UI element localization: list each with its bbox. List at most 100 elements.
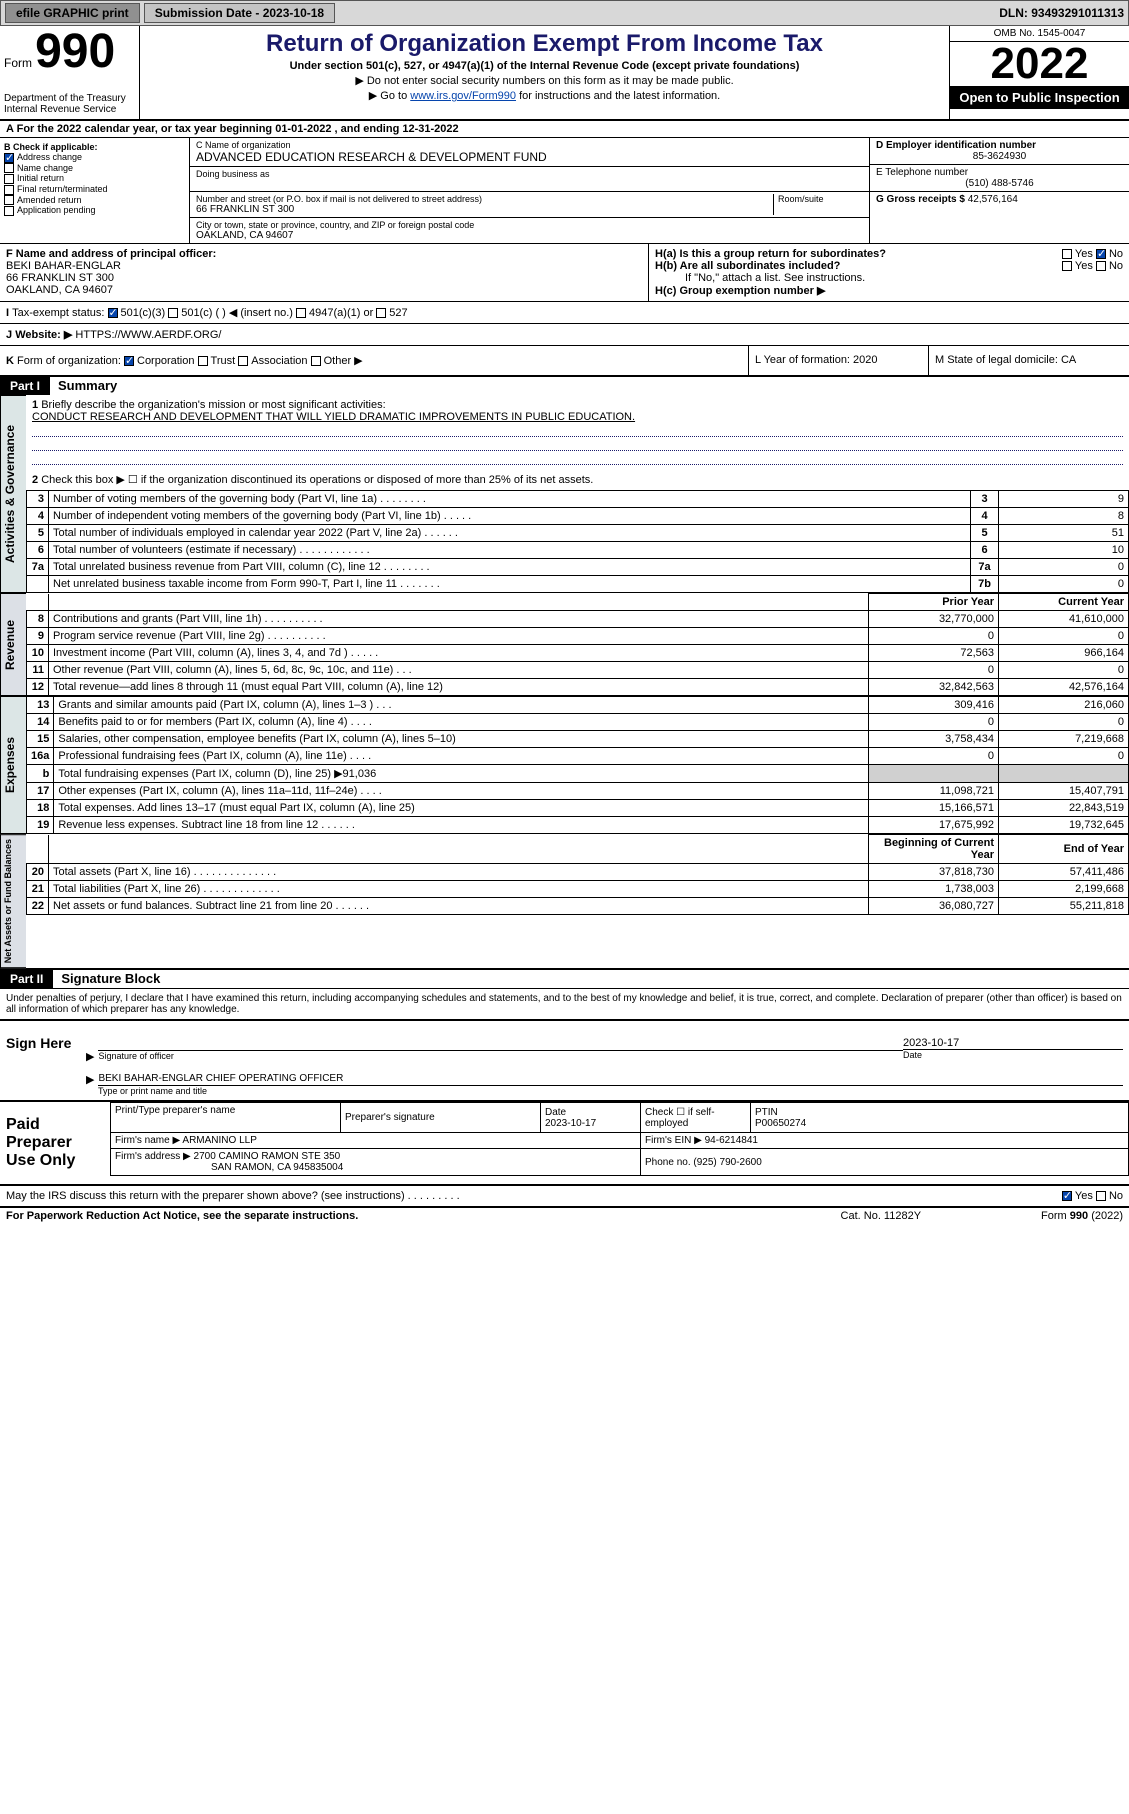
cat-no: Cat. No. 11282Y	[841, 1210, 922, 1222]
website-url: HTTPS://WWW.AERDF.ORG/	[75, 329, 221, 341]
trust-checkbox[interactable]	[198, 356, 208, 366]
table-row: 4Number of independent voting members of…	[27, 508, 1129, 525]
net-assets-table: Beginning of Current YearEnd of Year20To…	[26, 834, 1129, 915]
irs-yes-checkbox[interactable]	[1062, 1191, 1072, 1201]
form-footer: Form 990 (2022)	[1041, 1210, 1123, 1222]
table-row: 18Total expenses. Add lines 13–17 (must …	[27, 800, 1129, 817]
final-return-checkbox[interactable]	[4, 185, 14, 195]
table-row: 17Other expenses (Part IX, column (A), l…	[27, 783, 1129, 800]
paperwork-notice: For Paperwork Reduction Act Notice, see …	[6, 1210, 358, 1222]
addr-change-checkbox[interactable]	[4, 153, 14, 163]
table-row: 22Net assets or fund balances. Subtract …	[27, 898, 1129, 915]
section-f-officer: F Name and address of principal officer:…	[0, 244, 649, 301]
section-b-checkboxes: B Check if applicable: Address change Na…	[0, 138, 190, 243]
expenses-label: Expenses	[0, 696, 26, 834]
irs-no-checkbox[interactable]	[1096, 1191, 1106, 1201]
table-row: 21Total liabilities (Part X, line 26) . …	[27, 881, 1129, 898]
org-name: ADVANCED EDUCATION RESEARCH & DEVELOPMEN…	[196, 150, 863, 164]
part1-header: Part ISummary	[0, 377, 1129, 395]
table-row: 10Investment income (Part VIII, column (…	[27, 645, 1129, 662]
phone: (510) 488-5746	[876, 178, 1123, 189]
sub-no-checkbox[interactable]	[1096, 261, 1106, 271]
dept-treasury: Department of the Treasury	[4, 93, 135, 104]
table-row: 15Salaries, other compensation, employee…	[27, 731, 1129, 748]
table-row: 14Benefits paid to or for members (Part …	[27, 714, 1129, 731]
org-city: OAKLAND, CA 94607	[196, 230, 863, 241]
other-checkbox[interactable]	[311, 356, 321, 366]
org-street: 66 FRANKLIN ST 300	[196, 204, 773, 215]
table-row: 12Total revenue—add lines 8 through 11 (…	[27, 679, 1129, 696]
line-j-website: J Website: ▶ HTTPS://WWW.AERDF.ORG/	[0, 324, 1129, 346]
efile-print-button[interactable]: efile GRAPHIC print	[5, 3, 140, 23]
table-row: Net unrelated business taxable income fr…	[27, 576, 1129, 593]
part2-header: Part IISignature Block	[0, 970, 1129, 988]
table-row: 3Number of voting members of the governi…	[27, 491, 1129, 508]
sign-here-block: Sign Here 2023-10-17 ▶ Signature of offi…	[0, 1019, 1129, 1102]
officer-name: BEKI BAHAR-ENGLAR	[6, 260, 642, 272]
officer-name-title: BEKI BAHAR-ENGLAR CHIEF OPERATING OFFICE…	[98, 1073, 1123, 1086]
501c-checkbox[interactable]	[168, 308, 178, 318]
group-yes-checkbox[interactable]	[1062, 249, 1072, 259]
sub-yes-checkbox[interactable]	[1062, 261, 1072, 271]
activities-label: Activities & Governance	[0, 395, 26, 593]
ptin: P00650274	[755, 1118, 1124, 1129]
tax-year: 2022	[950, 42, 1129, 86]
table-row: 13Grants and similar amounts paid (Part …	[27, 697, 1129, 714]
sign-date: 2023-10-17	[903, 1037, 1123, 1050]
corp-checkbox[interactable]	[124, 356, 134, 366]
firm-ein: 94-6214841	[705, 1135, 758, 1146]
dln: DLN: 93493291011313	[999, 6, 1124, 20]
prep-date: 2023-10-17	[545, 1118, 636, 1129]
section-h: H(a) Is this a group return for subordin…	[649, 244, 1129, 301]
submission-date: Submission Date - 2023-10-18	[144, 3, 335, 23]
table-row: bTotal fundraising expenses (Part IX, co…	[27, 765, 1129, 783]
irs-link[interactable]: www.irs.gov/Form990	[410, 90, 516, 102]
irs-discuss-line: May the IRS discuss this return with the…	[0, 1186, 1129, 1206]
4947-checkbox[interactable]	[296, 308, 306, 318]
paid-preparer-block: Paid Preparer Use Only Print/Type prepar…	[0, 1102, 1129, 1186]
mission-section: 1 Briefly describe the organization's mi…	[26, 395, 1129, 469]
table-row: 11Other revenue (Part VIII, column (A), …	[27, 662, 1129, 679]
527-checkbox[interactable]	[376, 308, 386, 318]
table-row: 6Total number of volunteers (estimate if…	[27, 542, 1129, 559]
return-title: Return of Organization Exempt From Incom…	[170, 30, 919, 58]
assoc-checkbox[interactable]	[238, 356, 248, 366]
section-d-e-g: D Employer identification number 85-3624…	[869, 138, 1129, 243]
line-m-state: M State of legal domicile: CA	[929, 346, 1129, 375]
perjury-statement: Under penalties of perjury, I declare th…	[0, 988, 1129, 1019]
revenue-label: Revenue	[0, 593, 26, 696]
table-row: 5Total number of individuals employed in…	[27, 525, 1129, 542]
top-toolbar: efile GRAPHIC print Submission Date - 20…	[0, 0, 1129, 26]
line-k-form-org: K Form of organization: Corporation Trus…	[0, 346, 749, 375]
initial-return-checkbox[interactable]	[4, 174, 14, 184]
return-subtitle: Under section 501(c), 527, or 4947(a)(1)…	[170, 60, 919, 72]
form-label: Form	[4, 56, 32, 70]
firm-phone: (925) 790-2600	[693, 1157, 761, 1168]
section-c-org-info: C Name of organization ADVANCED EDUCATIO…	[190, 138, 869, 243]
table-row: 8Contributions and grants (Part VIII, li…	[27, 611, 1129, 628]
ein: 85-3624930	[876, 151, 1123, 162]
group-no-checkbox[interactable]	[1096, 249, 1106, 259]
form-number: 990	[35, 25, 115, 78]
name-change-checkbox[interactable]	[4, 163, 14, 173]
gross-receipts: 42,576,164	[968, 194, 1018, 205]
501c3-checkbox[interactable]	[108, 308, 118, 318]
app-pending-checkbox[interactable]	[4, 206, 14, 216]
open-to-public: Open to Public Inspection	[950, 86, 1129, 109]
table-row: 19Revenue less expenses. Subtract line 1…	[27, 817, 1129, 834]
line-2: 2 Check this box ▶ ☐ if the organization…	[26, 469, 1129, 490]
table-row: 7aTotal unrelated business revenue from …	[27, 559, 1129, 576]
amended-return-checkbox[interactable]	[4, 195, 14, 205]
irs-label: Internal Revenue Service	[4, 104, 135, 115]
revenue-table: Prior YearCurrent Year8Contributions and…	[26, 593, 1129, 696]
line-l-year: L Year of formation: 2020	[749, 346, 929, 375]
line-i-tax-status: I Tax-exempt status: 501(c)(3) 501(c) ( …	[0, 302, 1129, 324]
expenses-table: 13Grants and similar amounts paid (Part …	[26, 696, 1129, 834]
form-header: Form 990 Department of the Treasury Inte…	[0, 26, 1129, 121]
activities-table: 3Number of voting members of the governi…	[26, 490, 1129, 593]
goto-note: ▶ Go to www.irs.gov/Form990 for instruct…	[170, 89, 919, 102]
firm-addr2: SAN RAMON, CA 945835004	[211, 1162, 343, 1173]
table-row: 16aProfessional fundraising fees (Part I…	[27, 748, 1129, 765]
firm-name: ARMANINO LLP	[182, 1135, 256, 1146]
line-a-tax-year: A For the 2022 calendar year, or tax yea…	[0, 121, 1129, 138]
